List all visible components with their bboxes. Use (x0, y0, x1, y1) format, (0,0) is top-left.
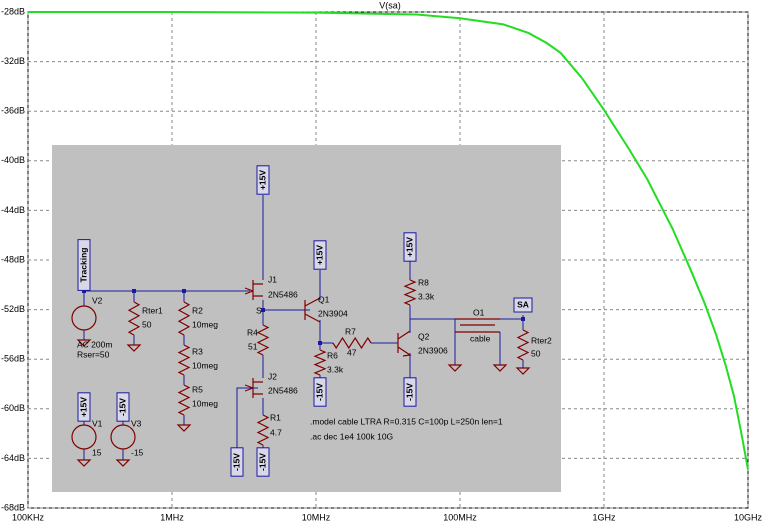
y-tick-label: -36dB (1, 106, 25, 116)
net-label: +15V (314, 245, 324, 265)
schematic-label: 10meg (192, 360, 218, 370)
schematic-label: -15 (131, 447, 144, 457)
schematic-label: Rter2 (531, 335, 552, 345)
schematic-label: 4.7 (270, 427, 282, 437)
sources (71, 305, 136, 450)
y-tick-label: -68dB (1, 502, 25, 512)
schematic-label: 50 (142, 319, 152, 329)
schematic-label: S (256, 305, 262, 315)
schematic-label: .ac dec 1e4 100k 10G (310, 431, 393, 441)
net-label: +15V (78, 397, 88, 417)
net-label: SA (517, 299, 529, 309)
net-flag (77, 392, 91, 422)
schematic-label: Rter1 (142, 305, 163, 315)
schematic-label: 51 (248, 341, 258, 351)
resistor (332, 336, 372, 350)
y-tick-label: -52dB (1, 304, 25, 314)
schematic-label: 47 (347, 347, 357, 357)
y-tick-label: -44dB (1, 205, 25, 215)
resistor (127, 301, 141, 336)
x-tick-label: 100KHz (12, 512, 45, 522)
resistor (177, 384, 191, 416)
net-label: +15V (404, 237, 414, 257)
schematic-label: O1 (473, 307, 485, 317)
resistor (403, 279, 417, 306)
net-label: -15V (314, 383, 324, 401)
schematic-label: V1 (92, 418, 103, 428)
schematic-label: R5 (192, 384, 203, 394)
net-flag (313, 240, 327, 270)
schematic-label: R1 (270, 412, 281, 422)
x-tick-label: 1GHz (592, 512, 616, 522)
schematic-label: AC 200m (77, 339, 112, 349)
schematic-label: J1 (268, 274, 277, 284)
x-tick-label: 10GHz (734, 512, 763, 522)
x-tick-label: 10MHz (302, 512, 331, 522)
schematic-label: 3.3k (418, 291, 435, 301)
resistor (256, 324, 270, 356)
y-tick-label: -40dB (1, 155, 25, 165)
components (244, 280, 500, 398)
schematic-label: R3 (192, 346, 203, 356)
legend-label: V(sa) (379, 0, 401, 10)
schematic-label: 10meg (192, 319, 218, 329)
net-flag (313, 377, 327, 407)
x-tick-label: 1MHz (160, 512, 184, 522)
wires (83, 195, 524, 460)
schematic-label: V2 (92, 295, 103, 305)
schematic-label: .model cable LTRA R=0.315 C=100p L=250n … (310, 416, 503, 426)
y-tick-label: -32dB (1, 56, 25, 66)
x-tick-label: 100MHz (443, 512, 477, 522)
series-line (28, 11, 749, 470)
net-flag (116, 392, 130, 422)
net-flag (403, 232, 417, 262)
net-label: -15V (404, 383, 414, 401)
schematic-label: 2N3906 (418, 345, 448, 355)
curve-layer (28, 11, 749, 470)
net-flag (230, 447, 244, 477)
net-flag (256, 165, 270, 195)
nodes (82, 289, 525, 345)
schematic-label: 2N5486 (268, 289, 298, 299)
y-tick-label: -28dB (1, 6, 25, 16)
schematic-label: J2 (268, 371, 277, 381)
resistor (516, 329, 530, 361)
schematic-label: cable (470, 333, 491, 343)
schematic-label: 10meg (192, 398, 218, 408)
net-label: Tracking (78, 248, 88, 283)
schematic-label: Q1 (318, 294, 330, 304)
schematic-label: 3.3k (327, 364, 344, 374)
schematic-label: R6 (327, 350, 338, 360)
schematic-label: Rser=50 (77, 349, 110, 359)
schematic-label: 50 (531, 348, 541, 358)
net-flag (403, 377, 417, 407)
resistor (177, 344, 191, 376)
schematic-label: 15 (92, 447, 102, 457)
schematic-label: Q2 (418, 331, 430, 341)
grounds (76, 339, 531, 467)
resistor (177, 301, 191, 336)
net-label: -15V (257, 453, 267, 471)
y-tick-label: -56dB (1, 354, 25, 364)
resistor (256, 414, 270, 446)
net-flag (256, 447, 270, 477)
y-tick-label: -48dB (1, 254, 25, 264)
schematic-label: R7 (345, 326, 356, 336)
schematic-label: V3 (131, 418, 142, 428)
schematic-label: 2N5486 (268, 385, 298, 395)
schematic-label: R2 (192, 305, 203, 315)
net-flag (513, 297, 533, 313)
schematic-label: 2N3904 (318, 308, 348, 318)
net-label: -15V (231, 453, 241, 471)
net-label: -15V (117, 398, 127, 416)
schematic-label: R4 (247, 327, 258, 337)
y-tick-label: -64dB (1, 453, 25, 463)
net-label: +15V (257, 170, 267, 190)
schematic-label: R8 (418, 277, 429, 287)
y-tick-label: -60dB (1, 403, 25, 413)
resistor (313, 349, 327, 376)
net-flag (77, 239, 91, 291)
